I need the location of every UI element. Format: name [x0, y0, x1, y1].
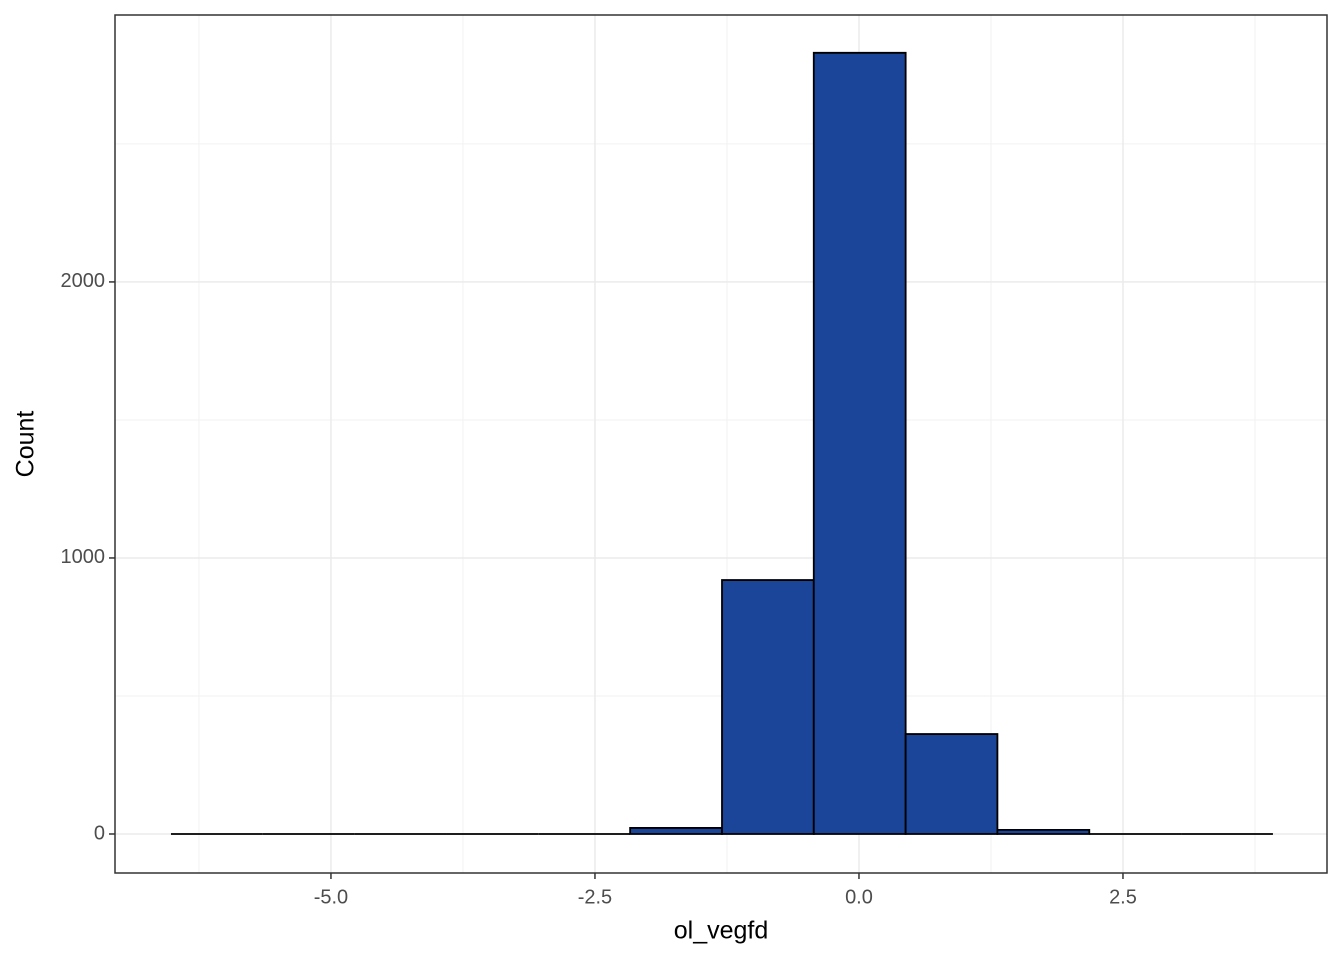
- bar: [904, 733, 999, 835]
- x-axis-title: ol_vegfd: [674, 917, 769, 945]
- x-tick-label: -2.5: [578, 886, 612, 908]
- x-tick-label: 0.0: [845, 886, 873, 908]
- bar: [721, 579, 815, 835]
- panel-border: [114, 14, 1328, 874]
- bar: [812, 51, 907, 835]
- bar: [996, 828, 1091, 835]
- bar: [629, 827, 723, 835]
- y-tick-label: 0: [94, 822, 105, 844]
- x-tick-label: -5.0: [314, 886, 348, 908]
- x-tick-label: 2.5: [1109, 886, 1137, 908]
- y-tick-label: 1000: [61, 546, 106, 568]
- y-tick-label: 2000: [61, 270, 106, 292]
- y-axis-title: Count: [12, 411, 40, 478]
